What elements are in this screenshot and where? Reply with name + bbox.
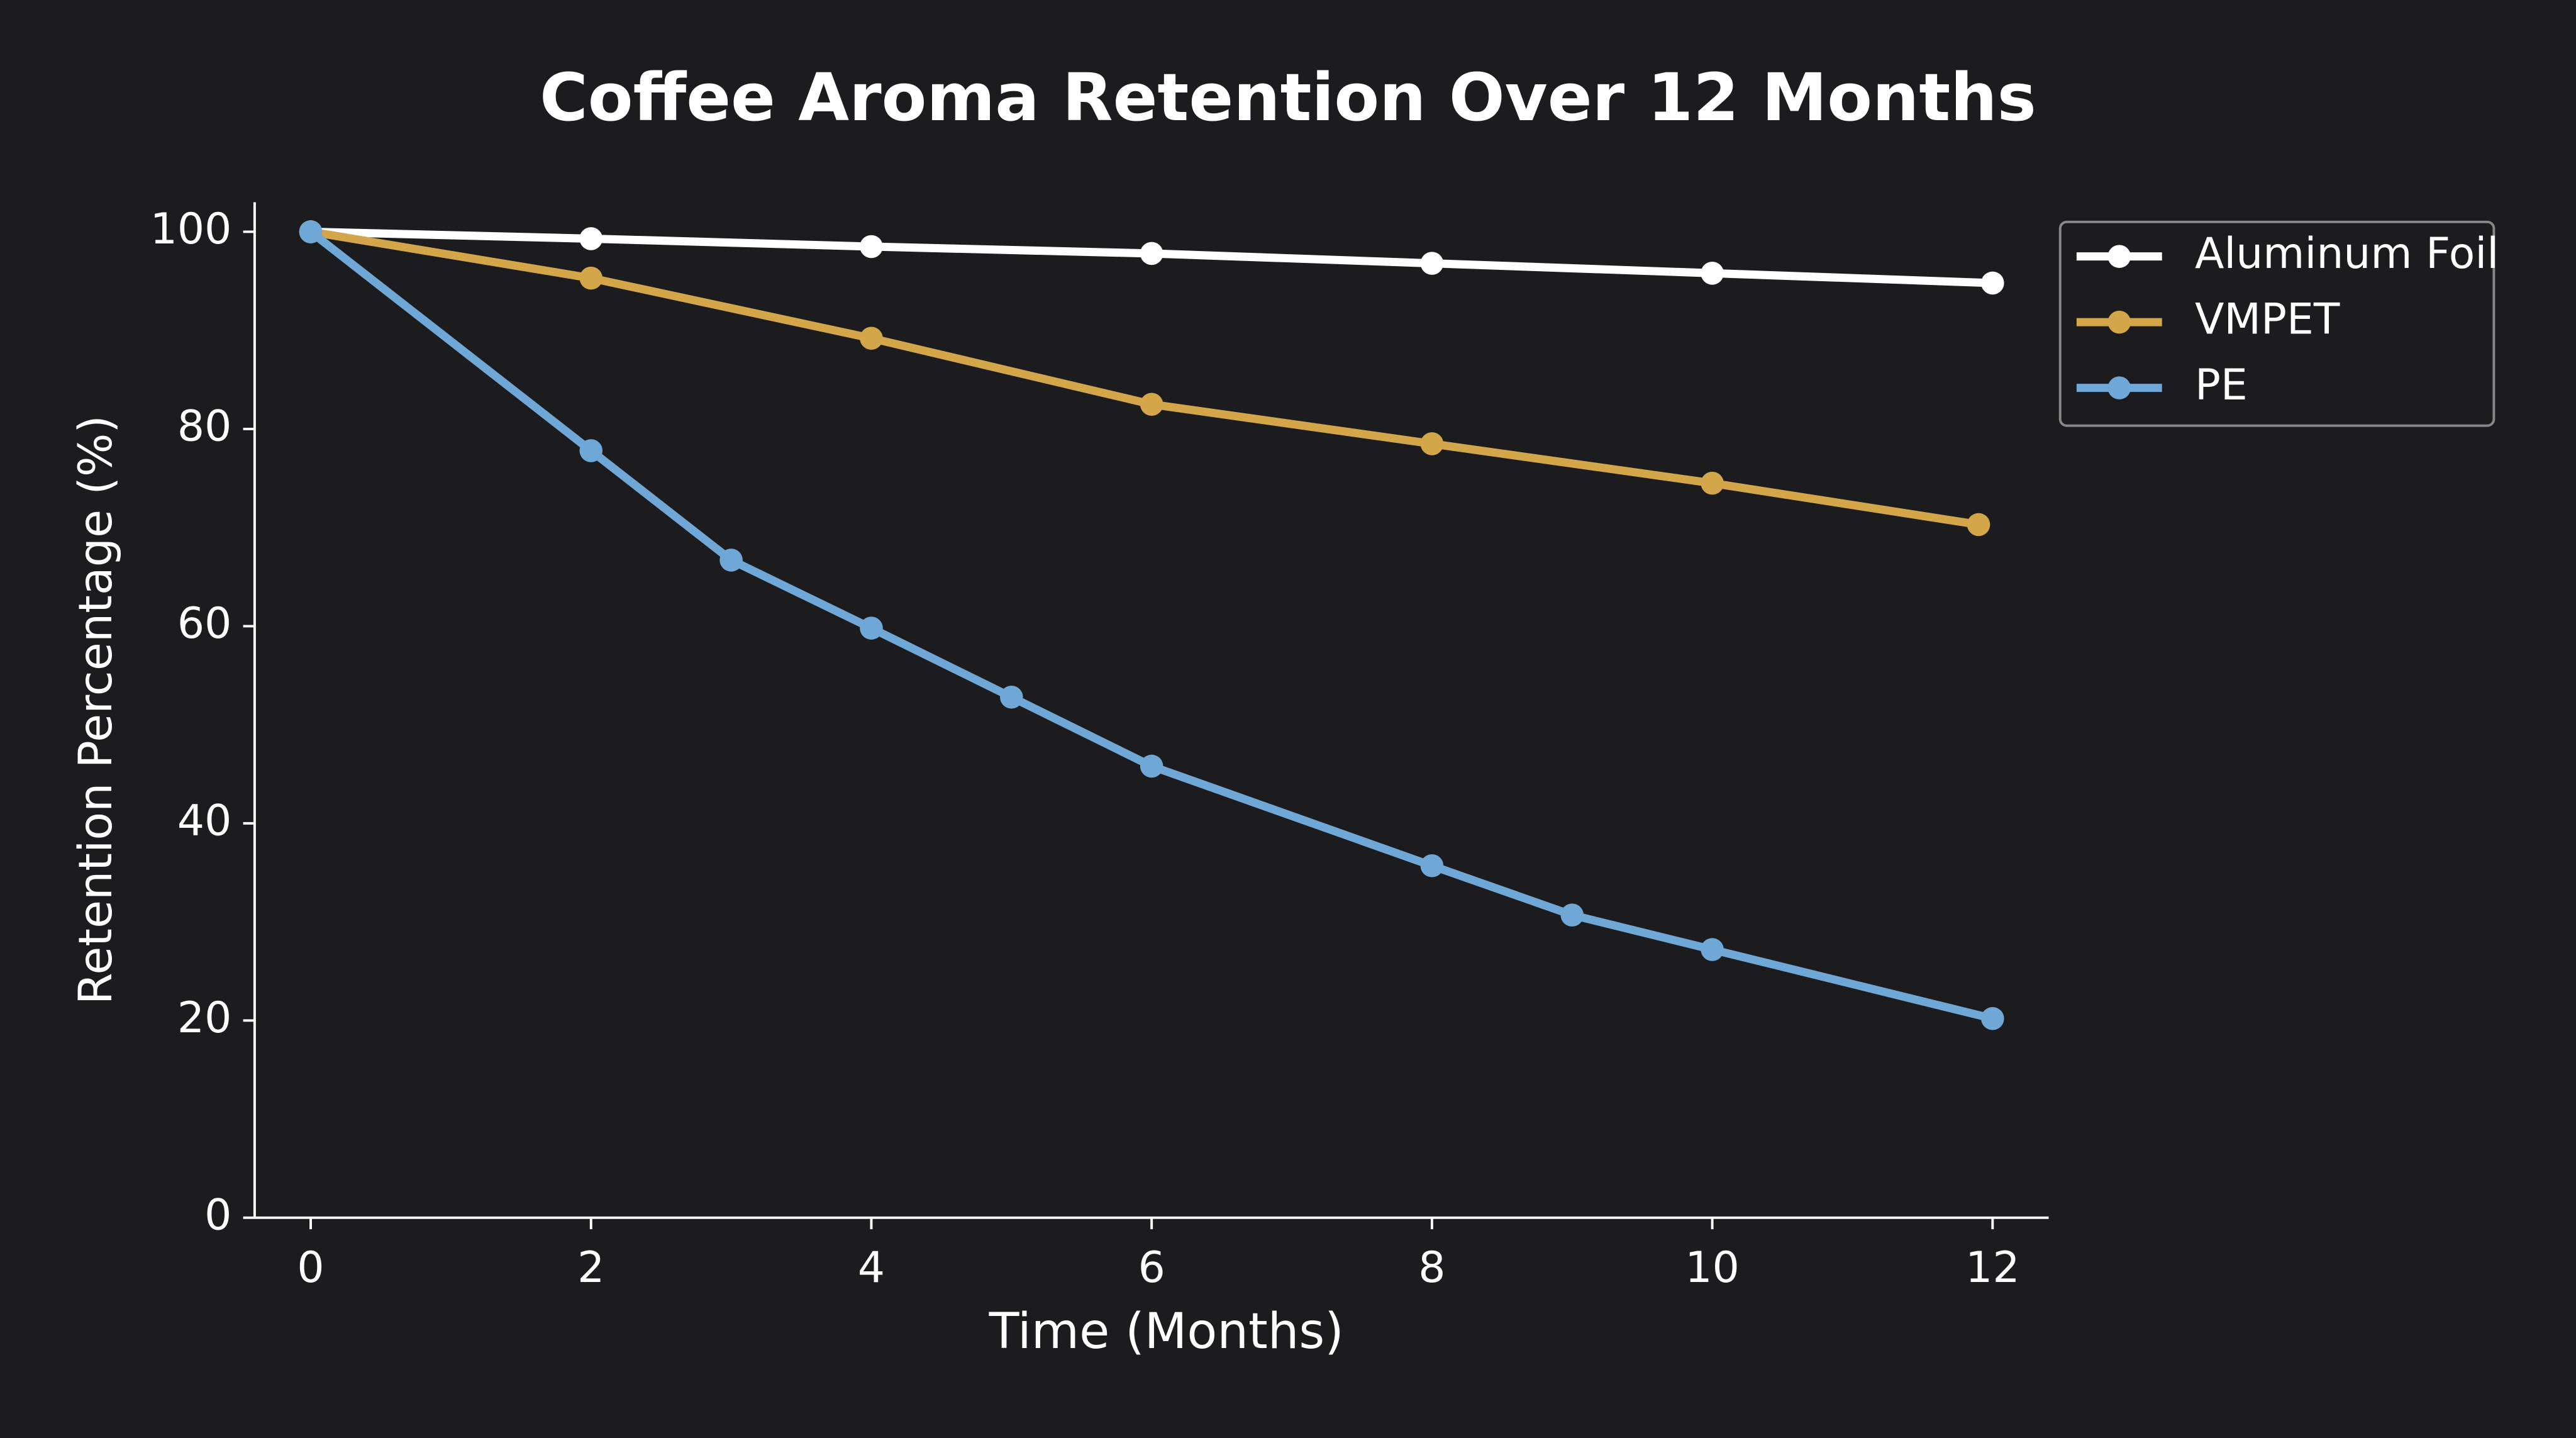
data-point [1560,903,1584,927]
chart-title: Coffee Aroma Retention Over 12 Months [540,59,2036,136]
y-tick-label: 80 [177,401,231,451]
x-tick-label: 0 [297,1243,324,1293]
data-point [1140,393,1163,416]
x-tick-label: 2 [577,1243,604,1293]
y-tick-label: 40 [177,796,231,845]
data-point [1981,271,2004,295]
data-point [860,235,883,259]
data-point [1981,1006,2004,1030]
legend-marker [2107,245,2131,268]
data-point [860,616,883,640]
y-axis-label: Retention Percentage (%) [69,415,123,1005]
data-point [299,220,323,243]
x-tick-label: 10 [1685,1243,1739,1293]
data-point [579,227,603,250]
x-axis-label: Time (Months) [989,1303,1344,1360]
data-point [1140,754,1163,778]
data-point [579,266,603,290]
data-point [1701,471,1724,495]
y-tick-label: 60 [177,599,231,649]
x-tick-label: 4 [858,1243,885,1293]
legend-box [2058,220,2496,427]
data-point [1420,854,1444,878]
legend-label: VMPET [2195,295,2340,345]
legend-marker [2107,310,2131,334]
data-point [860,326,883,350]
data-point [1967,513,1990,537]
x-tick-label: 12 [1965,1243,2019,1293]
data-point [1420,432,1444,455]
data-point [1140,242,1163,265]
legend: Aluminum Foil VMPET PE [2058,220,2499,427]
data-point [719,549,743,572]
legend-marker [2107,376,2131,399]
data-point [1000,685,1023,709]
legend-label: PE [2195,360,2248,410]
y-tick-label: 100 [150,204,232,254]
data-point [1420,252,1444,275]
x-tick-label: 8 [1418,1243,1445,1293]
x-tick-label: 6 [1138,1243,1165,1293]
legend-label: Aluminum Foil [2195,229,2499,279]
series-line [308,228,1994,1023]
data-point [1701,262,1724,285]
y-tick-label: 20 [177,993,231,1043]
data-point [579,439,603,462]
y-tick-label: 0 [204,1190,231,1240]
data-point [1701,938,1724,961]
